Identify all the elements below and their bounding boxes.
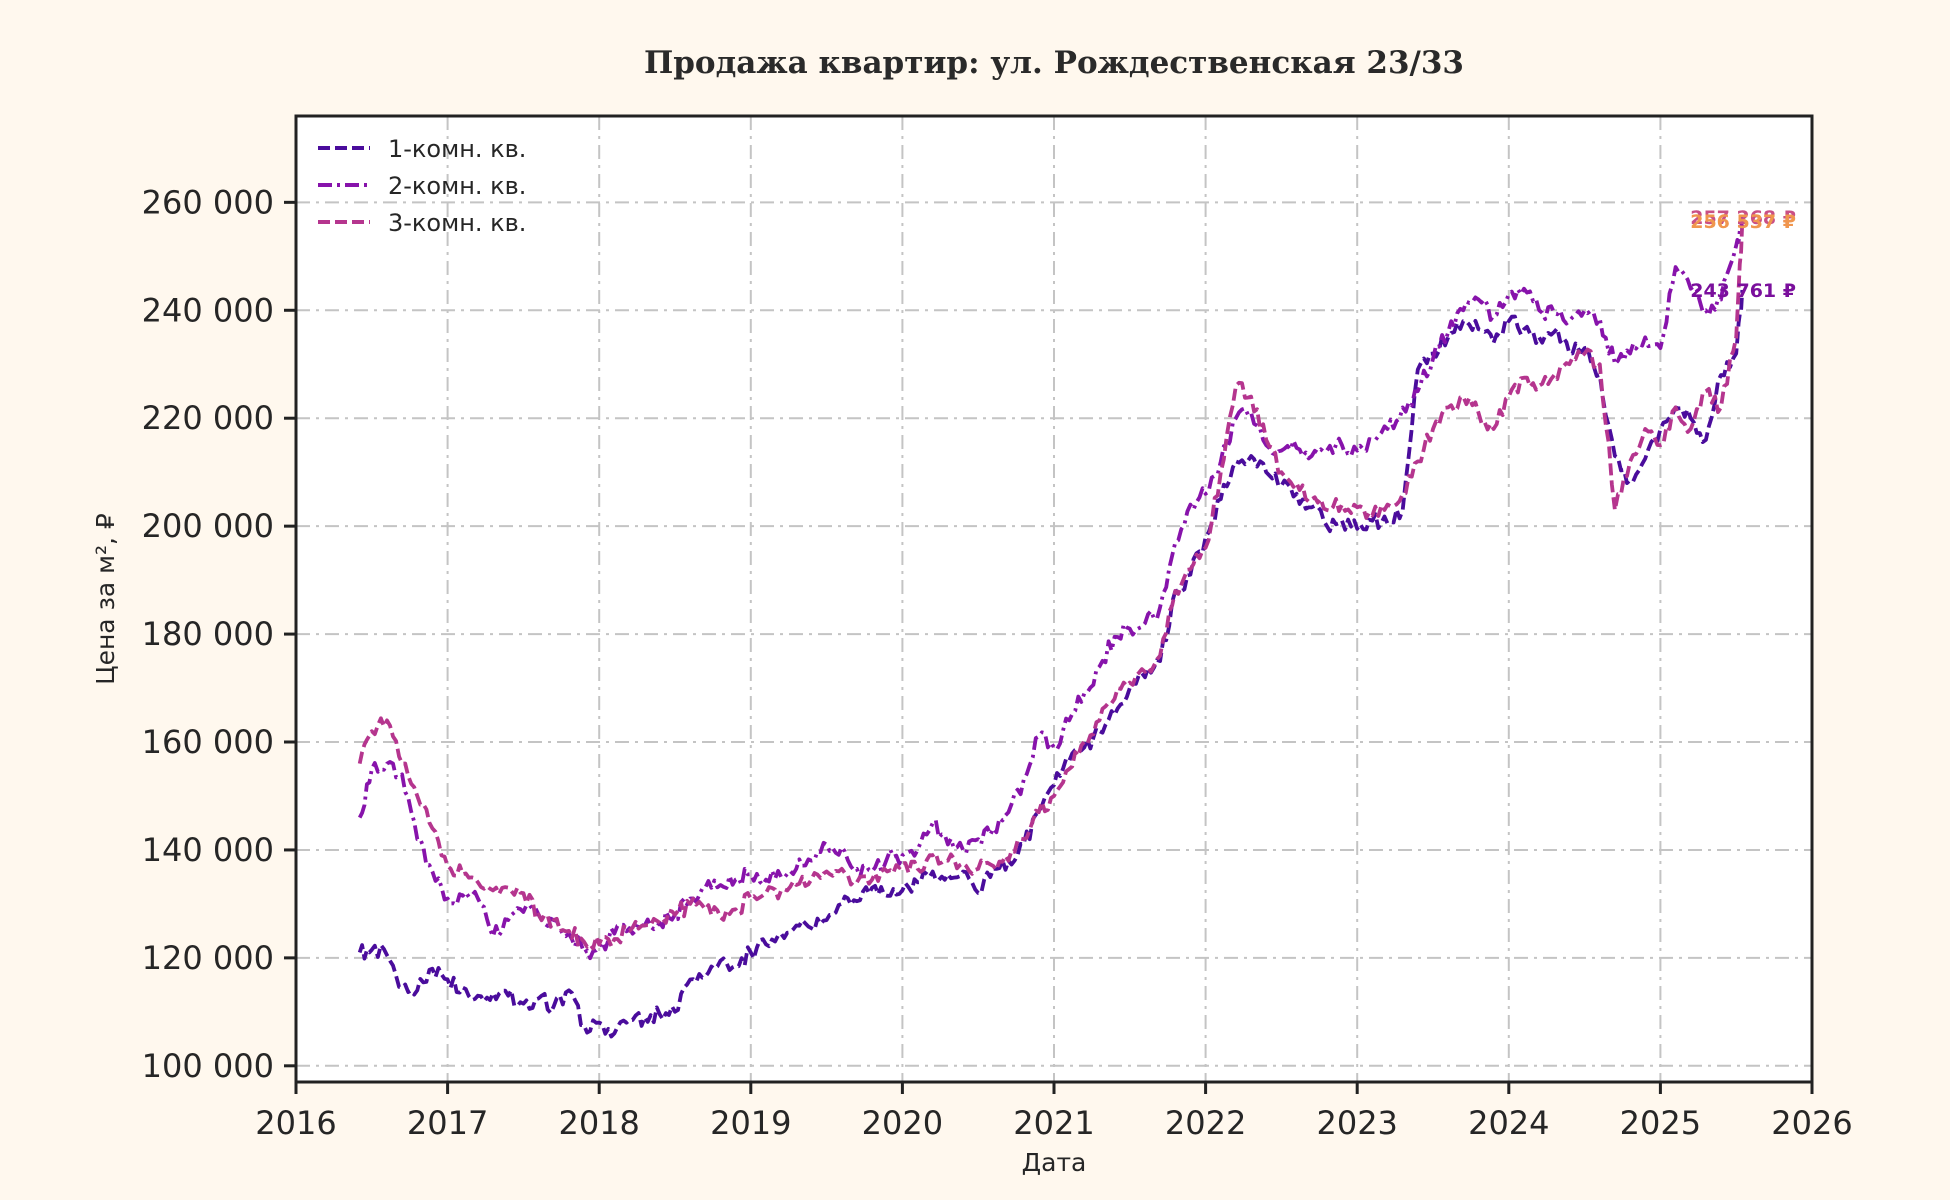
- series-lines: [357, 216, 1745, 1039]
- x-tick-label: 2026: [1771, 1104, 1852, 1142]
- y-tick-label: 200 000: [142, 507, 274, 545]
- end-value-labels: 243 761 ₽ 257 268 ₽256 537 ₽: [1690, 207, 1796, 302]
- y-tick-label: 260 000: [142, 183, 274, 221]
- x-tick-label: 2017: [407, 1104, 488, 1142]
- x-tick-label: 2022: [1165, 1104, 1246, 1142]
- y-tick-label: 140 000: [142, 831, 274, 869]
- x-tick-label: 2020: [862, 1104, 943, 1142]
- end-value-label-1: 243 761 ₽: [1690, 280, 1796, 302]
- y-tick-label: 160 000: [142, 723, 274, 761]
- end-value-label-2: 257 268 ₽: [1690, 207, 1796, 229]
- x-tick-label: 2025: [1620, 1104, 1701, 1142]
- y-tick-label: 220 000: [142, 399, 274, 437]
- y-axis-label: Цена за м², ₽: [91, 513, 120, 685]
- x-tick-label: 2019: [710, 1104, 791, 1142]
- end-value-label-3: 256 537 ₽: [1690, 211, 1796, 233]
- x-tick-label: 2024: [1468, 1104, 1549, 1142]
- legend: 1-комн. кв. 2-комн. кв. 3-комн. кв.: [318, 135, 526, 237]
- y-tick-label: 100 000: [142, 1047, 274, 1085]
- x-tick-label: 2023: [1316, 1104, 1397, 1142]
- legend-label-3: 3-комн. кв.: [388, 209, 526, 237]
- y-tick-label: 240 000: [142, 291, 274, 329]
- legend-label-2: 2-комн. кв.: [388, 172, 526, 200]
- x-axis-label: Дата: [1022, 1148, 1087, 1177]
- x-tick-label: 2021: [1013, 1104, 1094, 1142]
- x-tick-label: 2018: [558, 1104, 639, 1142]
- x-tick-label: 2016: [255, 1104, 336, 1142]
- legend-label-1: 1-комн. кв.: [388, 135, 526, 163]
- series-line-1: [357, 289, 1745, 1039]
- series-line-2: [358, 216, 1745, 961]
- chart-title: Продажа квартир: ул. Рождественская 23/3…: [644, 45, 1464, 81]
- axis-ticks: 2016 2017 2018 2019 2020 2021 2022 2023 2024 2025…: [142, 183, 1853, 1142]
- y-tick-label: 180 000: [142, 615, 274, 653]
- y-tick-label: 120 000: [142, 939, 274, 977]
- series-line-3: [357, 220, 1745, 951]
- grid: [295, 116, 1813, 1082]
